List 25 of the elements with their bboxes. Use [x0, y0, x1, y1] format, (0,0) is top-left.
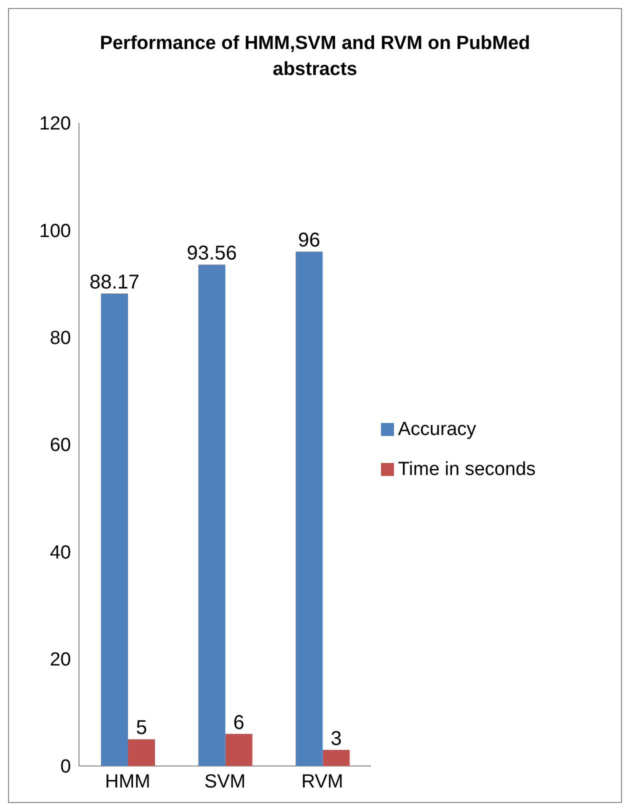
- legend-label: Accuracy: [398, 418, 476, 440]
- data-label: 3: [330, 728, 342, 750]
- bar: [101, 294, 128, 766]
- bar: [198, 264, 226, 766]
- bar: [296, 252, 323, 766]
- data-label: 6: [233, 712, 244, 734]
- y-tick-label: 40: [50, 542, 71, 564]
- y-tick-label: 0: [60, 756, 71, 778]
- legend-label: Time in seconds: [398, 458, 536, 480]
- data-label: 5: [136, 717, 148, 740]
- y-tick-label: 60: [50, 435, 71, 456]
- x-tick-label: HMM: [104, 771, 150, 792]
- y-tick-label: 100: [39, 220, 71, 242]
- chart-title: Performance of HMM,SVM and RVM on PubMed abstracts: [98, 32, 532, 82]
- x-tick-label: SVM: [204, 771, 246, 792]
- bar: [322, 750, 350, 766]
- y-tick-label: 120: [39, 114, 71, 135]
- data-label: 96: [298, 230, 320, 252]
- data-label: 88.17: [89, 272, 140, 294]
- data-label: 93.56: [186, 242, 237, 265]
- y-tick-label: 20: [50, 650, 71, 671]
- y-tick-label: 80: [50, 328, 71, 350]
- bar: [225, 734, 252, 766]
- bar: [128, 739, 155, 766]
- x-tick-label: RVM: [301, 771, 344, 792]
